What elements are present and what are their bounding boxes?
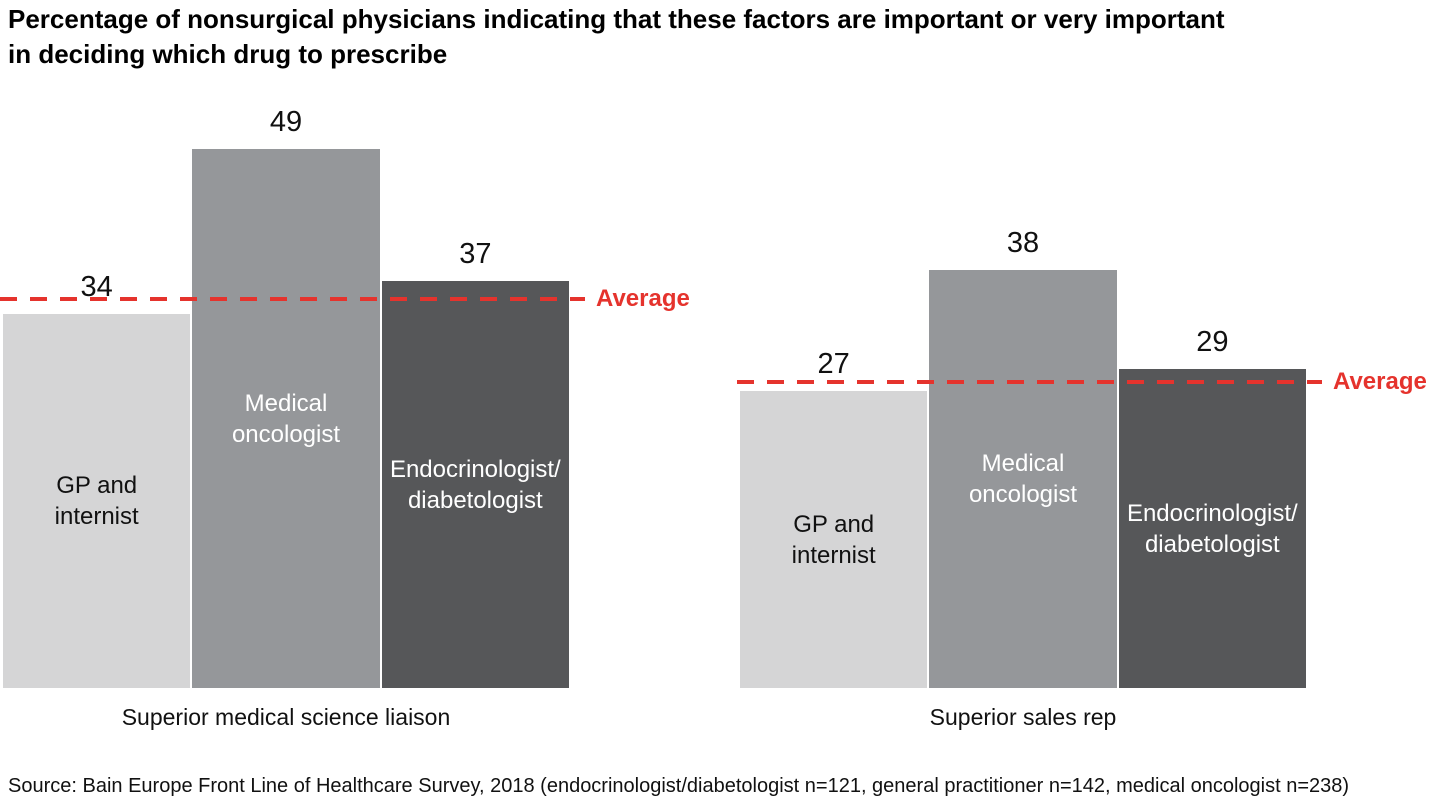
average-dashed-line: Average — [0, 285, 690, 312]
bar-medical-oncologist: 38 Medical oncologist — [929, 229, 1117, 688]
bar-category-label: GP and internist — [54, 472, 139, 530]
bar-endocrinologist-diabetologist: 37 Endocrinologist/ diabetologist — [381, 240, 569, 688]
bar-group: 27 GP and internist 38 Medical oncologis… — [740, 229, 1306, 688]
bar-category-label: GP and internist — [791, 510, 876, 569]
bar-category-label: Medical oncologist — [231, 389, 341, 448]
chart-superior-medical-science-liaison: 34 GP and internist 49 Medical oncologis… — [0, 0, 690, 730]
source-note: Source: Bain Europe Front Line of Health… — [8, 775, 1350, 797]
bar-value-label: 49 — [269, 106, 303, 138]
x-axis-group-label: Superior medical science liaison — [121, 704, 451, 730]
x-axis-group-label: Superior sales rep — [929, 704, 1117, 730]
bar-value-label: 29 — [1196, 326, 1229, 358]
chart-superior-sales-rep: 27 GP and internist 38 Medical oncologis… — [737, 0, 1427, 730]
bar-medical-oncologist: 49 Medical oncologist — [192, 108, 380, 688]
average-line-label: Average — [1333, 368, 1427, 396]
bar-category-label: Endocrinologist/ diabetologist — [1126, 499, 1298, 558]
bar-gp-and-internist: 34 GP and internist — [3, 273, 191, 688]
bar-group: 34 GP and internist 49 Medical oncologis… — [3, 108, 569, 688]
bar-category-label: Medical oncologist — [968, 450, 1078, 508]
average-dashed-line: Average — [737, 368, 1427, 395]
bar-value-label: 38 — [1006, 227, 1040, 259]
bar-gp-and-internist: 27 GP and internist — [740, 350, 928, 688]
bar-value-label: 37 — [459, 238, 492, 270]
bar-category-label: Endocrinologist/ diabetologist — [389, 455, 561, 514]
bar-endocrinologist-diabetologist: 29 Endocrinologist/ diabetologist — [1118, 328, 1306, 688]
average-line-label: Average — [596, 284, 690, 312]
chart-title: Percentage of nonsurgical physicians ind… — [8, 4, 1225, 69]
bar-value-label: 27 — [817, 348, 850, 380]
